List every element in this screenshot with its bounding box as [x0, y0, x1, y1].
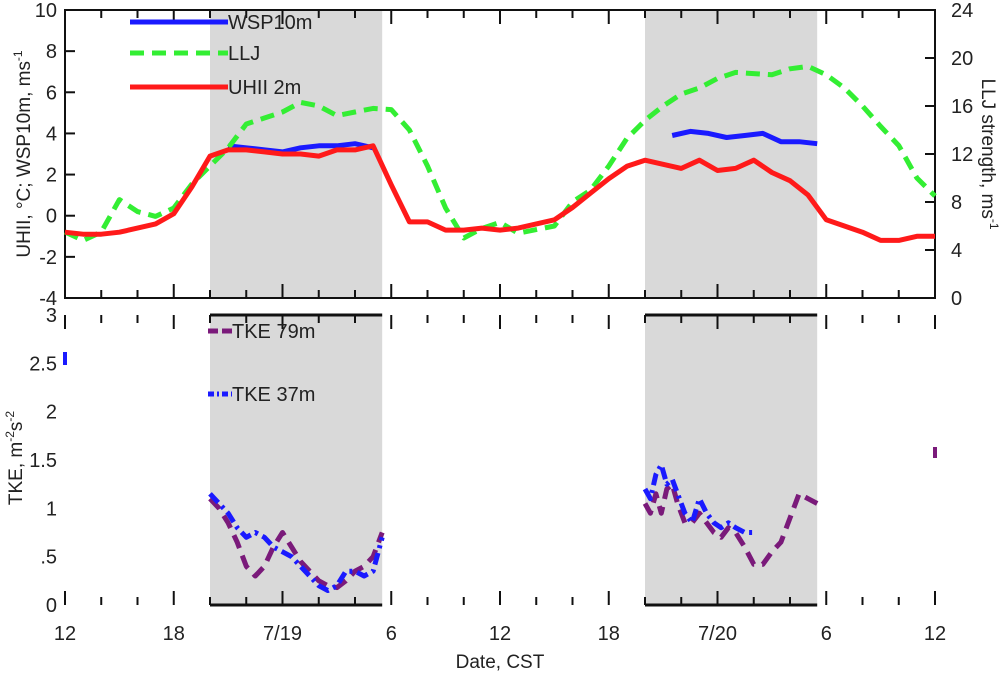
x-tick-label: 12: [54, 623, 76, 645]
y-tick-label-right: 12: [951, 144, 973, 166]
x-tick-label: 7/19: [263, 623, 302, 645]
y-tick-label-right: 8: [951, 192, 962, 214]
y-axis-title-tke-sup: -2: [3, 411, 17, 422]
night-shading: [645, 10, 818, 298]
y-tick-label-right: 4: [951, 240, 962, 262]
y-tick-label-tke: 2.5: [29, 353, 57, 375]
y-tick-label-left: 6: [46, 82, 57, 104]
night-shading: [645, 315, 818, 605]
y-tick-label-left: 4: [46, 123, 57, 145]
legend-label: TKE 79m: [232, 321, 315, 343]
series-line-llj: [63, 63, 937, 243]
bottom-panel: 0 .5 1 1.5 2 2.5 3 TKE 79m TKE 37m TKE, m-2s-2: [3, 305, 937, 617]
y-axis-title-tke: TKE, m-2s-2: [3, 411, 27, 506]
series-line-tke-37m: [208, 492, 385, 593]
x-tick-label: 18: [598, 623, 620, 645]
y-tick-label-tke: 3: [46, 305, 57, 327]
y-axis-title-tke-sup: -2: [3, 431, 17, 442]
y-tick-label-left: 8: [46, 41, 57, 63]
legend-label: WSP10m: [228, 12, 312, 34]
y-tick-label-right: 24: [951, 0, 973, 22]
y-axis-title-left-superscript: -1: [11, 50, 25, 61]
x-axis-labels: 12 18 7/19 6 12 18 7/20 6 12: [54, 623, 946, 645]
series-line-tke-79m: [642, 481, 819, 567]
series-line-tke-79m: [208, 496, 385, 591]
y-tick-label-left: 0: [46, 206, 57, 228]
y-tick-label-right: 0: [951, 288, 962, 310]
x-axis-title: Date, CST: [456, 652, 545, 673]
x-tick-label: 12: [924, 623, 946, 645]
y-tick-label-left: -4: [39, 288, 57, 310]
y-tick-label-tke: 0: [46, 595, 57, 617]
y-tick-label-left: -2: [39, 247, 57, 269]
legend-label: TKE 37m: [232, 384, 315, 406]
x-tick-label: 18: [163, 623, 185, 645]
y-tick-label-tke: 1.5: [29, 450, 57, 472]
y-tick-label-right: 16: [951, 96, 973, 118]
y-axis-title-left: UHII, °C; WSP10m, ms-1: [11, 50, 35, 258]
series-line-wsp10m: [671, 128, 818, 147]
y-tick-label-tke: 2: [46, 402, 57, 424]
y-axis-title-right-superscript: -1: [987, 219, 1000, 230]
x-tick-label: 6: [821, 623, 832, 645]
y-tick-label-right: 20: [951, 48, 973, 70]
x-tick-label: 12: [489, 623, 511, 645]
y-tick-label-left: 2: [46, 165, 57, 187]
y-axis-title-right: LLJ strength, ms-1: [977, 78, 1000, 229]
legend-label: UHII 2m: [228, 77, 301, 99]
legend-label: LLJ: [228, 43, 260, 65]
y-axis-title-tke-mid: s: [6, 422, 27, 432]
y-tick-label-left: 10: [35, 0, 57, 22]
series-line-tke-37m: [642, 462, 754, 535]
x-tick-label: 6: [386, 623, 397, 645]
night-shading: [210, 315, 383, 605]
y-tick-label-tke: .5: [40, 547, 57, 569]
series-line-uhii-2m: [64, 143, 935, 243]
y-tick-label-tke: 1: [46, 498, 57, 520]
x-tick-label: 7/20: [698, 623, 737, 645]
